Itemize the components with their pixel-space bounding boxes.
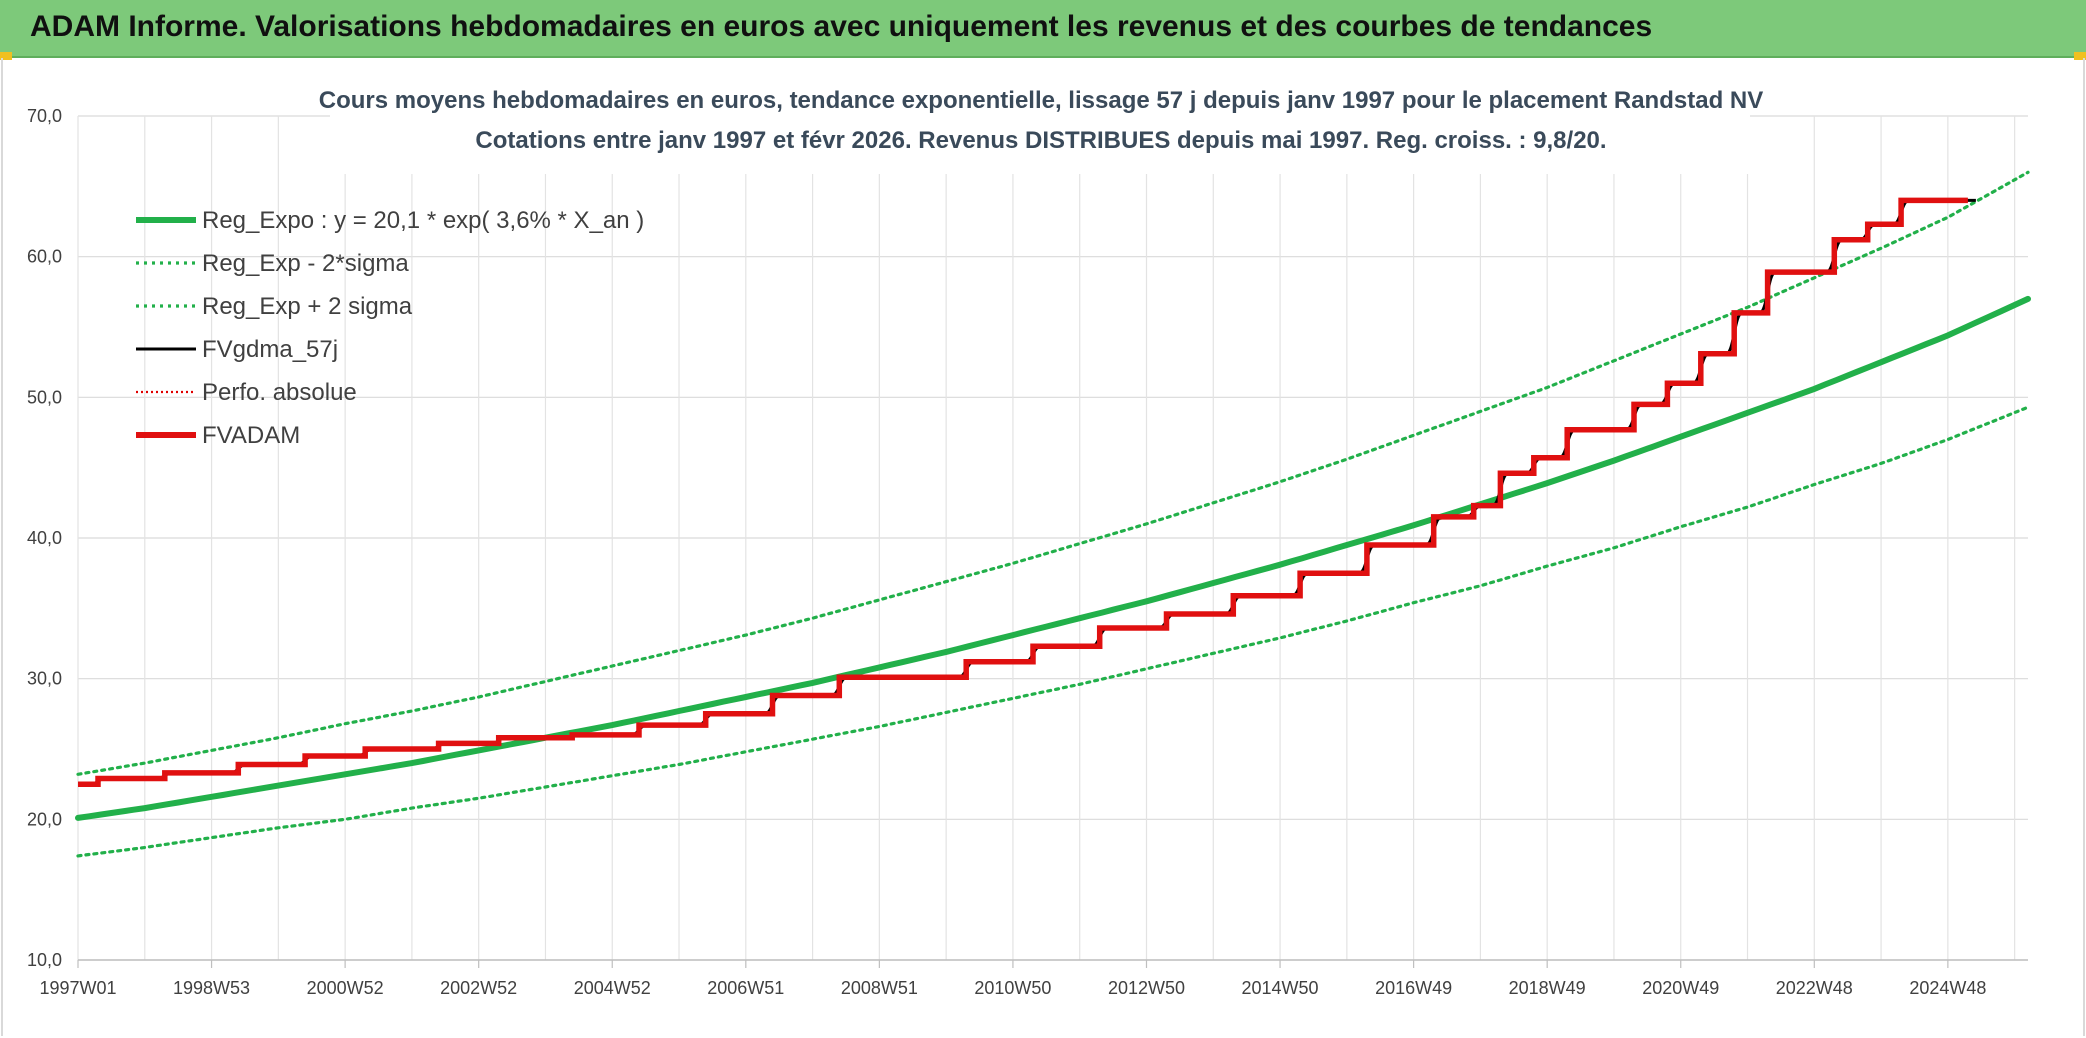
- x-tick-label: 2004W52: [574, 978, 651, 998]
- chart-subtitle: Cotations entre janv 1997 et févr 2026. …: [475, 127, 1606, 154]
- legend-label: Perfo. absolue: [202, 379, 357, 406]
- x-tick-label: 2000W52: [307, 978, 384, 998]
- axes: 10,0 20,0 30,0 40,0 50,0 60,0 70,0 1997W01 1998W…: [27, 106, 2028, 998]
- grid-lines: [77, 115, 2028, 961]
- x-tick-label: 2006W51: [707, 978, 784, 998]
- x-tick-label: 2010W50: [974, 978, 1051, 998]
- x-tick-label: 2016W49: [1375, 978, 1452, 998]
- y-tick-label: 40,0: [27, 528, 62, 548]
- chart-title: Cours moyens hebdomadaires en euros, ten…: [319, 87, 1763, 114]
- frame-border-left: [1, 58, 3, 1036]
- legend: Reg_Expo : y = 20,1 * exp( 3,6% * X_an )…: [136, 207, 644, 449]
- corner-marker-left: [0, 52, 12, 60]
- x-tick-label: 1998W53: [173, 978, 250, 998]
- x-tick-label: 1997W01: [39, 978, 116, 998]
- series-line: [76, 405, 2030, 858]
- x-tick-label: 2018W49: [1509, 978, 1586, 998]
- y-tick-label: 50,0: [27, 387, 62, 407]
- series-line-fvadam: [78, 197, 1968, 787]
- series-line: [76, 170, 2030, 776]
- series-group: [75, 170, 2031, 858]
- legend-label: Reg_Exp + 2 sigma: [202, 293, 413, 320]
- x-tick-label: 2020W49: [1642, 978, 1719, 998]
- x-tick-label: 2008W51: [841, 978, 918, 998]
- y-tick-label: 70,0: [27, 106, 62, 126]
- y-tick-label: 20,0: [27, 809, 62, 829]
- legend-label: Reg_Exp - 2*sigma: [202, 250, 409, 277]
- x-tick-label: 2014W50: [1242, 978, 1319, 998]
- y-tick-label: 30,0: [27, 669, 62, 689]
- x-tick-label: 2022W48: [1776, 978, 1853, 998]
- x-tick-label: 2024W48: [1909, 978, 1986, 998]
- corner-marker-right: [2074, 52, 2086, 60]
- x-tick-label: 2002W52: [440, 978, 517, 998]
- y-tick-label: 10,0: [27, 950, 62, 970]
- chart-area: 10,0 20,0 30,0 40,0 50,0 60,0 70,0 1997W01 1998W…: [27, 82, 2031, 998]
- frame-border-right: [2083, 58, 2085, 1036]
- header-title: ADAM Informe. Valorisations hebdomadaire…: [30, 10, 1653, 43]
- legend-label: FVADAM: [202, 422, 300, 449]
- header-banner: ADAM Informe. Valorisations hebdomadaire…: [0, 0, 2086, 58]
- x-tick-label: 2012W50: [1108, 978, 1185, 998]
- y-tick-label: 60,0: [27, 247, 62, 267]
- legend-label: FVgdma_57j: [202, 336, 338, 363]
- legend-label: Reg_Expo : y = 20,1 * exp( 3,6% * X_an ): [202, 207, 644, 234]
- title-background: [330, 82, 1750, 174]
- series-line: [75, 295, 2031, 821]
